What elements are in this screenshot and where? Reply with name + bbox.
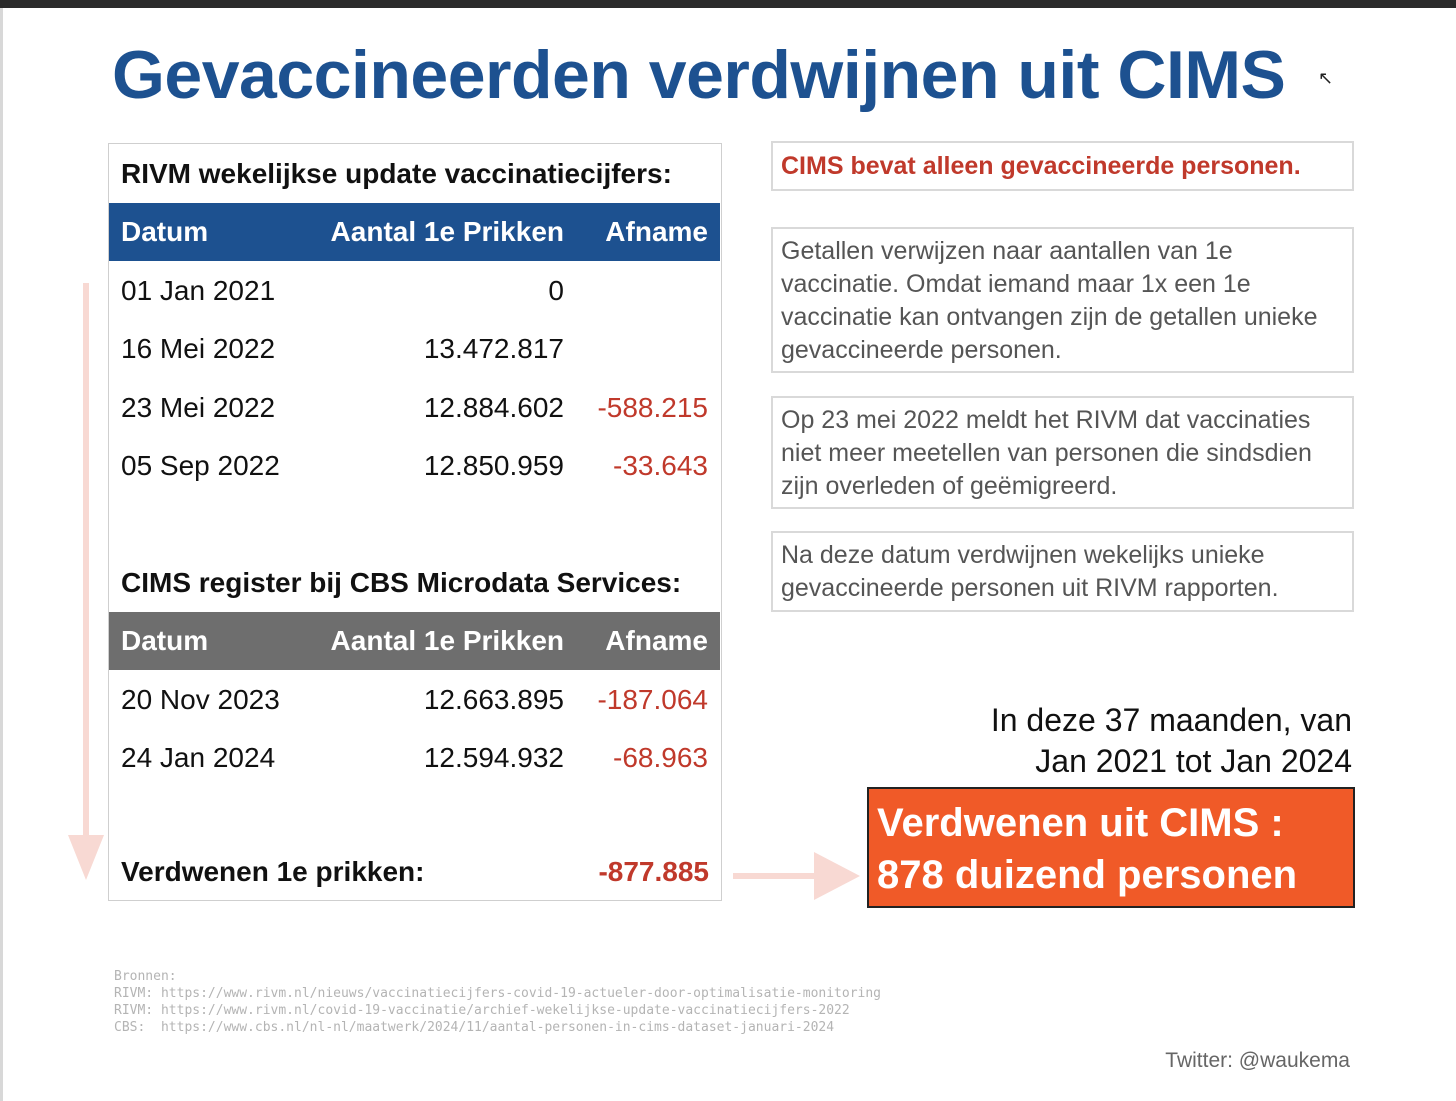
summary-line1: In deze 37 maanden, van [990,702,1352,738]
total-label: Verdwenen 1e prikken: [121,856,425,887]
row-date: 24 Jan 2024 [121,742,276,773]
sources: Bronnen: RIVM: https://www.rivm.nl/nieuws… [114,968,881,1036]
row-count: 12.850.959 [423,450,564,481]
claim-note: CIMS bevat alleen gevaccineerde personen… [771,141,1354,191]
row-date: 01 Jan 2021 [121,275,276,306]
down-arrow-icon [68,283,104,880]
table-row: 23 Mei 2022 12.884.602 -588.215 [109,379,720,437]
row-date: 20 Nov 2023 [121,684,280,715]
col-datum: Datum [121,216,209,247]
slide-title: Gevaccineerden verdwijnen uit CIMS [112,37,1286,113]
col-afname: Afname [605,625,708,656]
cims-heading: CIMS register bij CBS Microdata Services… [121,567,682,598]
row-decrease: -33.643 [613,450,708,481]
data-panel: RIVM wekelijkse update vaccinatiecijfers… [108,143,722,901]
table-row: 16 Mei 2022 13.472.817 [109,320,720,378]
summary-line2: Jan 2021 tot Jan 2024 [1035,743,1352,779]
row-count: 13.472.817 [423,333,564,364]
col-aantal: Aantal 1e Prikken [330,625,564,656]
row-count: 0 [548,275,564,306]
source-link: RIVM: https://www.rivm.nl/covid-19-vacci… [114,1003,850,1018]
left-edge [0,8,3,1101]
row-decrease: -588.215 [597,392,708,423]
total-value: -877.885 [598,856,709,887]
table-row: 24 Jan 2024 12.594.932 -68.963 [109,729,720,787]
note-first-doses: Getallen verwijzen naar aantallen van 1e… [771,227,1354,373]
right-arrow-icon [733,852,860,900]
table-row: 05 Sep 2022 12.850.959 -33.643 [109,437,720,495]
callout-line1: Verdwenen uit CIMS : [877,801,1284,845]
top-bar [0,0,1456,8]
callout-line2: 878 duizend personen [877,853,1298,897]
note-rivm-change: Op 23 mei 2022 meldt het RIVM dat vaccin… [771,396,1354,509]
rivm-heading: RIVM wekelijkse update vaccinatiecijfers… [121,158,672,189]
mouse-cursor-icon: ↖ [1318,68,1334,88]
row-date: 23 Mei 2022 [121,392,276,423]
row-count: 12.663.895 [423,684,564,715]
twitter-credit: Twitter: @waukema [1165,1049,1350,1072]
source-link: RIVM: https://www.rivm.nl/nieuws/vaccina… [114,986,882,1001]
cims-table-header: Datum Aantal 1e Prikken Afname [109,612,720,670]
row-count: 12.594.932 [423,742,564,773]
row-decrease: -68.963 [613,742,708,773]
sources-label: Bronnen: [114,969,177,984]
table-row: 20 Nov 2023 12.663.895 -187.064 [109,671,720,729]
note-disappearing: Na deze datum verdwijnen wekelijks uniek… [771,531,1354,612]
summary-text: In deze 37 maanden, van Jan 2021 tot Jan… [991,700,1352,782]
row-decrease: -187.064 [597,684,708,715]
col-aantal: Aantal 1e Prikken [330,216,564,247]
row-date: 05 Sep 2022 [121,450,280,481]
row-count: 12.884.602 [423,392,564,423]
source-link: CBS: https://www.cbs.nl/nl-nl/maatwerk/2… [114,1020,835,1035]
col-afname: Afname [605,216,708,247]
callout-box: Verdwenen uit CIMS : 878 duizend persone… [867,787,1355,908]
col-datum: Datum [121,625,209,656]
table-row: 01 Jan 2021 0 [109,262,720,320]
rivm-table-header: Datum Aantal 1e Prikken Afname [109,203,720,261]
row-date: 16 Mei 2022 [121,333,276,364]
